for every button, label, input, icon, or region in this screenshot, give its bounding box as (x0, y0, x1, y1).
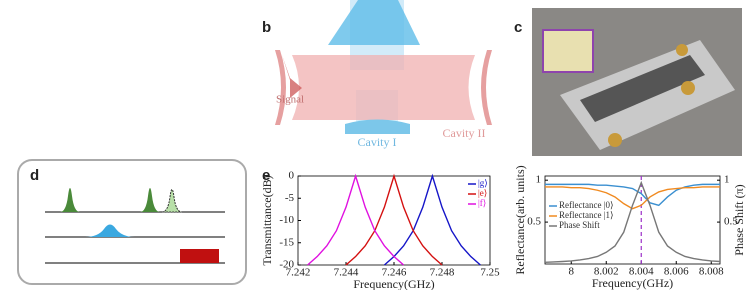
y-tick-label: -15 (279, 236, 294, 248)
x-axis-label: Frequency(GHz) (353, 277, 434, 290)
connector (608, 133, 622, 147)
connector (676, 44, 688, 56)
device-slot (580, 55, 705, 122)
series-line (307, 173, 405, 266)
x-tick-label: 8.002 (594, 266, 619, 278)
x-axis-label: Frequency(GHz) (592, 276, 673, 290)
x-tick-label: 7.242 (286, 267, 311, 279)
x-tick-label: 8.008 (699, 266, 724, 278)
legend-label: |e⟩ (478, 188, 487, 198)
y2-axis-label: Phase Shift (π) (732, 184, 746, 255)
y-tick-label: -10 (279, 214, 294, 226)
legend-label: |f⟩ (478, 198, 486, 208)
readout-pulse (180, 249, 219, 263)
signal-label: Signal (276, 94, 304, 106)
x-tick-label: 7.246 (382, 267, 407, 279)
legend-label: Phase Shift (559, 220, 600, 230)
connector (681, 81, 695, 95)
x-tick-label: 8.006 (664, 266, 689, 278)
cavity-label: Cavity I (358, 135, 397, 149)
y-tick-label: -20 (279, 259, 294, 271)
pulse (140, 188, 160, 212)
legend-label: |g⟩ (478, 178, 488, 188)
panel-label: c (514, 19, 522, 36)
series-line (345, 173, 443, 266)
panel-frame (17, 159, 247, 285)
series-line (383, 173, 481, 266)
mirror-right (481, 50, 492, 125)
x-tick-label: 7.244 (334, 267, 359, 279)
series-line (545, 186, 720, 210)
x-tick-label: 7.248 (430, 267, 455, 279)
pulse (60, 188, 80, 212)
pulse (161, 189, 183, 213)
panel-label: d (30, 167, 39, 184)
device-photo: c (514, 8, 742, 156)
chip-inset (542, 29, 594, 73)
series-line (545, 183, 720, 207)
pulse (85, 224, 135, 237)
y2-tick-label: 0.5 (724, 216, 738, 228)
legend-label: Reflectance |0⟩ (559, 200, 614, 210)
legend-label: Reflectance |1⟩ (559, 210, 614, 220)
series-line (544, 180, 721, 264)
plot-frame (297, 175, 491, 266)
cavity-diagram: Signal Cavity I Cavity II b (262, 0, 492, 149)
y-tick-label: 1 (536, 174, 542, 186)
cavity-mode (292, 55, 475, 120)
arrow-head (328, 0, 420, 45)
signal-pulse (282, 55, 302, 98)
mirror-bottom (345, 119, 410, 134)
pulse-diagram: d (17, 159, 247, 285)
y-tick-label: 0 (289, 170, 295, 182)
x-tick-label: 8 (569, 266, 575, 278)
panel-label: b (262, 19, 271, 36)
y-axis-label: Transmittance(dB) (260, 175, 274, 265)
y-tick-label: -5 (285, 192, 295, 204)
panel-label: e (262, 167, 270, 184)
x-tick-label: 8.004 (629, 266, 654, 278)
y-axis-label: Reflectance(arb. units) (513, 165, 527, 274)
cavity-label: Cavity II (443, 126, 486, 140)
x-tick-label: 7.25 (480, 267, 500, 279)
plot-frame (544, 175, 721, 265)
y-tick-label: 0.5 (527, 216, 541, 228)
y2-tick-label: 1 (724, 174, 730, 186)
mirror-left (275, 50, 286, 125)
